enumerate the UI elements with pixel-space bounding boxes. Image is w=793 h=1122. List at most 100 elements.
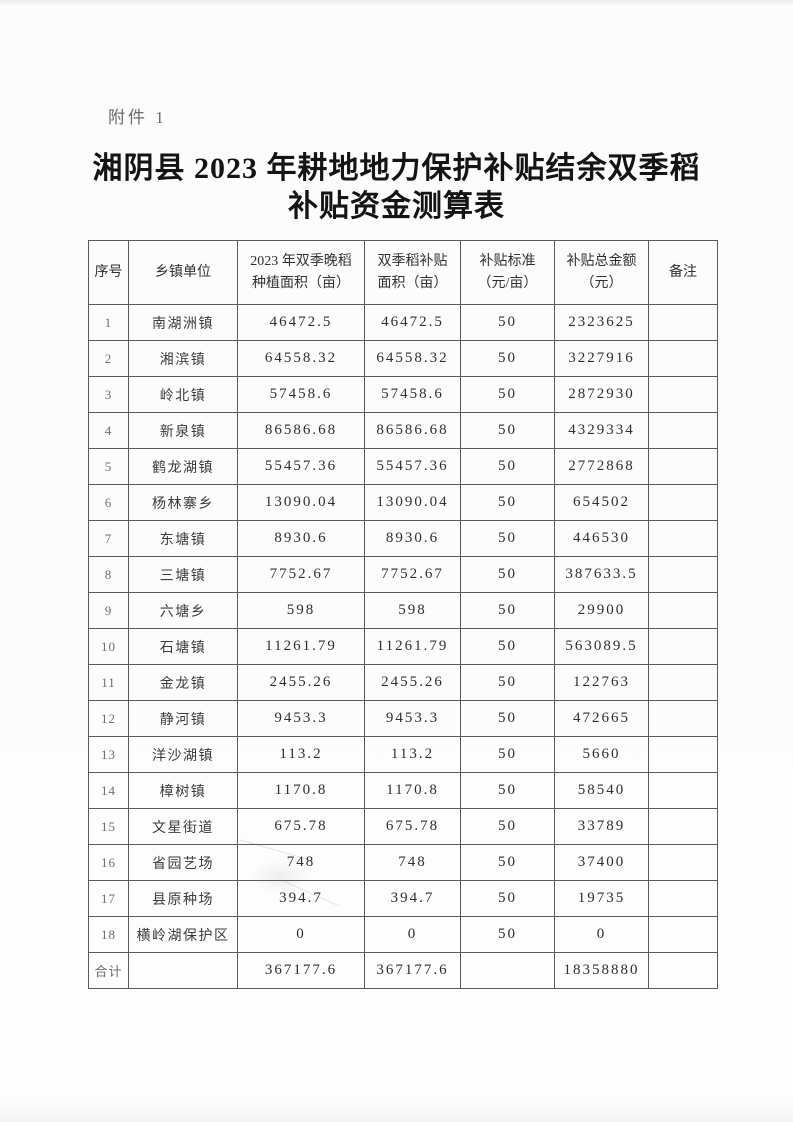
- cell-unit: 樟树镇: [128, 772, 238, 809]
- table-row: 6 杨林寨乡 13090.04 13090.04 50 654502: [88, 484, 718, 521]
- cell-standard: 50: [460, 700, 555, 737]
- cell-remark: [648, 880, 718, 917]
- cell-total: 2323625: [554, 304, 649, 341]
- cell-area: 0: [237, 916, 365, 953]
- column-header-unit: 乡镇单位: [128, 240, 238, 305]
- table-row: 15 文星街道 675.78 675.78 50 33789: [88, 808, 718, 845]
- cell-subsidy-area: 0: [364, 916, 461, 953]
- cell-standard: 50: [460, 772, 555, 809]
- cell-area: 86586.68: [237, 412, 365, 449]
- cell-serial: 9: [88, 592, 129, 629]
- cell-standard: 50: [460, 664, 555, 701]
- cell-unit: 新泉镇: [128, 412, 238, 449]
- cell-total: 472665: [554, 700, 649, 737]
- cell-serial: 13: [88, 736, 129, 773]
- cell-total: 654502: [554, 484, 649, 521]
- table-row: 9 六塘乡 598 598 50 29900: [88, 592, 718, 629]
- cell-serial: 12: [88, 700, 129, 737]
- cell-serial: 17: [88, 880, 129, 917]
- table-row: 14 樟树镇 1170.8 1170.8 50 58540: [88, 772, 718, 809]
- cell-area: 11261.79: [237, 628, 365, 665]
- table-row: 8 三塘镇 7752.67 7752.67 50 387633.5: [88, 556, 718, 593]
- cell-remark: [648, 592, 718, 629]
- cell-subsidy-area: 598: [364, 592, 461, 629]
- table-header-row: 序号 乡镇单位 2023 年双季晚稻 种植面积（亩） 双季稻补贴 面积（亩） 补…: [88, 240, 718, 305]
- table-row: 3 岭北镇 57458.6 57458.6 50 2872930: [88, 376, 718, 413]
- cell-subsidy-area: 8930.6: [364, 520, 461, 557]
- cell-area: 64558.32: [237, 340, 365, 377]
- cell-area: 2455.26: [237, 664, 365, 701]
- cell-total: 29900: [554, 592, 649, 629]
- cell-serial: 4: [88, 412, 129, 449]
- cell-standard: 50: [460, 556, 555, 593]
- cell-unit: 岭北镇: [128, 376, 238, 413]
- cell-total: 5660: [554, 736, 649, 773]
- table-row: 1 南湖洲镇 46472.5 46472.5 50 2323625: [88, 304, 718, 341]
- cell-standard: 50: [460, 448, 555, 485]
- cell-unit: 鹤龙湖镇: [128, 448, 238, 485]
- table-row: 4 新泉镇 86586.68 86586.68 50 4329334: [88, 412, 718, 449]
- total-label: 合计: [88, 952, 129, 989]
- cell-standard: 50: [460, 376, 555, 413]
- cell-unit: 杨林寨乡: [128, 484, 238, 521]
- cell-unit: 文星街道: [128, 808, 238, 845]
- total-remark: [648, 952, 718, 989]
- cell-serial: 18: [88, 916, 129, 953]
- cell-remark: [648, 376, 718, 413]
- cell-subsidy-area: 2455.26: [364, 664, 461, 701]
- cell-serial: 11: [88, 664, 129, 701]
- column-header-standard: 补贴标准 （元/亩）: [460, 240, 555, 305]
- cell-subsidy-area: 57458.6: [364, 376, 461, 413]
- total-subsidy-area: 367177.6: [364, 952, 461, 989]
- table-row: 17 县原种场 394.7 394.7 50 19735: [88, 880, 718, 917]
- cell-remark: [648, 520, 718, 557]
- cell-total: 563089.5: [554, 628, 649, 665]
- cell-remark: [648, 556, 718, 593]
- cell-serial: 1: [88, 304, 129, 341]
- table-row: 16 省园艺场 748 748 50 37400: [88, 844, 718, 881]
- cell-area: 598: [237, 592, 365, 629]
- table-row: 13 洋沙湖镇 113.2 113.2 50 5660: [88, 736, 718, 773]
- column-header-late-rice-area: 2023 年双季晚稻 种植面积（亩）: [237, 240, 365, 305]
- cell-standard: 50: [460, 484, 555, 521]
- cell-remark: [648, 700, 718, 737]
- table-row: 7 东塘镇 8930.6 8930.6 50 446530: [88, 520, 718, 557]
- cell-remark: [648, 916, 718, 953]
- table-row: 10 石塘镇 11261.79 11261.79 50 563089.5: [88, 628, 718, 665]
- cell-serial: 16: [88, 844, 129, 881]
- cell-unit: 省园艺场: [128, 844, 238, 881]
- document-title-line2: 补贴资金测算表: [288, 190, 505, 224]
- cell-area: 13090.04: [237, 484, 365, 521]
- cell-area: 113.2: [237, 736, 365, 773]
- cell-remark: [648, 340, 718, 377]
- cell-subsidy-area: 748: [364, 844, 461, 881]
- cell-standard: 50: [460, 628, 555, 665]
- cell-total: 2772868: [554, 448, 649, 485]
- cell-standard: 50: [460, 808, 555, 845]
- cell-subsidy-area: 394.7: [364, 880, 461, 917]
- total-amount: 18358880: [554, 952, 649, 989]
- cell-remark: [648, 484, 718, 521]
- cell-area: 9453.3: [237, 700, 365, 737]
- cell-remark: [648, 448, 718, 485]
- subsidy-table: 序号 乡镇单位 2023 年双季晚稻 种植面积（亩） 双季稻补贴 面积（亩） 补…: [88, 240, 718, 989]
- cell-area: 57458.6: [237, 376, 365, 413]
- cell-standard: 50: [460, 340, 555, 377]
- cell-total: 446530: [554, 520, 649, 557]
- table-total-row: 合计 367177.6 367177.6 18358880: [88, 952, 718, 989]
- cell-remark: [648, 736, 718, 773]
- cell-subsidy-area: 7752.67: [364, 556, 461, 593]
- cell-total: 37400: [554, 844, 649, 881]
- attachment-label: 附件 1: [108, 108, 167, 127]
- cell-serial: 14: [88, 772, 129, 809]
- cell-standard: 50: [460, 592, 555, 629]
- cell-serial: 10: [88, 628, 129, 665]
- cell-unit: 六塘乡: [128, 592, 238, 629]
- cell-unit: 静河镇: [128, 700, 238, 737]
- cell-unit: 横岭湖保护区: [128, 916, 238, 953]
- total-unit: [128, 952, 238, 989]
- cell-subsidy-area: 55457.36: [364, 448, 461, 485]
- cell-total: 3227916: [554, 340, 649, 377]
- cell-remark: [648, 304, 718, 341]
